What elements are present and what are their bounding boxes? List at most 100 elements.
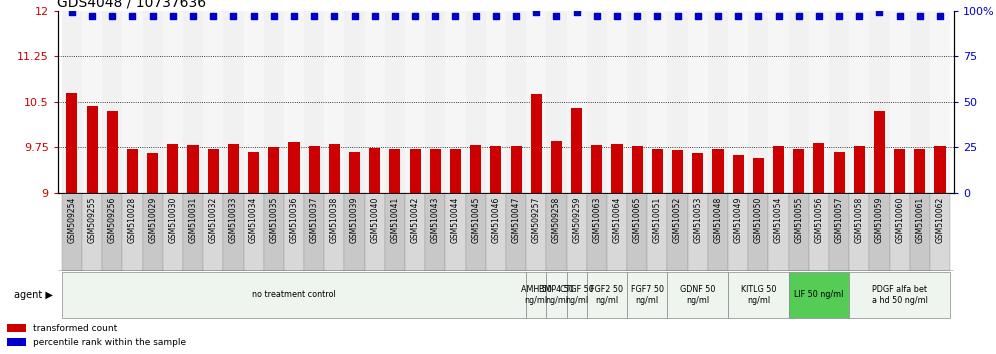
Bar [854, 145, 865, 193]
Bar [873, 111, 885, 193]
Point [165, 13, 181, 19]
Text: transformed count: transformed count [33, 324, 118, 333]
Text: GSM510047: GSM510047 [512, 197, 521, 243]
Bar [486, 11, 506, 193]
Bar [889, 193, 909, 271]
Text: GSM510045: GSM510045 [471, 197, 480, 243]
Bar [87, 106, 98, 193]
Text: GSM509254: GSM509254 [68, 197, 77, 243]
Bar [889, 11, 909, 193]
Point [387, 13, 403, 19]
Text: GSM510041: GSM510041 [390, 197, 399, 243]
Bar [365, 193, 384, 271]
Point [488, 13, 504, 19]
Bar [870, 11, 889, 193]
Bar [773, 146, 784, 193]
Bar [183, 193, 203, 271]
Point [124, 13, 140, 19]
Text: GSM510063: GSM510063 [593, 197, 602, 243]
Text: GSM510035: GSM510035 [269, 197, 278, 243]
Bar [445, 11, 465, 193]
Bar [429, 149, 441, 193]
Point [205, 13, 221, 19]
Point [508, 13, 524, 19]
Bar [814, 143, 825, 193]
Text: GSM510046: GSM510046 [491, 197, 500, 243]
Bar [672, 150, 683, 193]
Bar [789, 272, 850, 318]
Text: GSM510039: GSM510039 [350, 197, 359, 243]
Bar [405, 193, 425, 271]
Bar [728, 11, 748, 193]
Bar [284, 193, 304, 271]
Bar [909, 11, 930, 193]
Bar [329, 144, 340, 193]
Point [367, 13, 382, 19]
Text: GSM510065: GSM510065 [632, 197, 641, 243]
Bar [325, 193, 345, 271]
Text: GSM510051: GSM510051 [653, 197, 662, 243]
Bar [587, 11, 607, 193]
Text: GSM510031: GSM510031 [188, 197, 197, 243]
Bar [547, 193, 567, 271]
Bar [829, 11, 850, 193]
Point [609, 13, 624, 19]
Bar [425, 11, 445, 193]
Text: GDNF 50
ng/ml: GDNF 50 ng/ml [680, 285, 715, 305]
Bar [82, 11, 103, 193]
Bar [934, 145, 945, 193]
Point [225, 13, 241, 19]
Bar [228, 144, 239, 193]
Text: agent ▶: agent ▶ [14, 290, 53, 300]
Point [791, 13, 807, 19]
Point [629, 13, 645, 19]
Bar [325, 11, 345, 193]
Bar [123, 193, 142, 271]
Bar [203, 193, 223, 271]
Bar [268, 147, 279, 193]
Bar [147, 153, 158, 193]
Point [286, 13, 302, 19]
Bar [789, 11, 809, 193]
Text: GSM510050: GSM510050 [754, 197, 763, 243]
Point [427, 13, 443, 19]
Bar [647, 11, 667, 193]
Point [64, 10, 80, 15]
Bar [62, 11, 82, 193]
Bar [264, 193, 284, 271]
Point [710, 13, 726, 19]
Text: LIF 50 ng/ml: LIF 50 ng/ml [794, 290, 844, 299]
Text: GSM510056: GSM510056 [815, 197, 824, 243]
Bar [309, 145, 320, 193]
Point [690, 13, 706, 19]
Bar [748, 193, 769, 271]
Bar [793, 149, 804, 193]
Bar [103, 193, 123, 271]
Text: GSM510036: GSM510036 [290, 197, 299, 243]
Point [932, 13, 948, 19]
Text: GSM510032: GSM510032 [209, 197, 218, 243]
Bar [384, 11, 405, 193]
Bar [769, 11, 789, 193]
Point [872, 10, 887, 15]
Bar [708, 193, 728, 271]
Bar [107, 111, 118, 193]
Point [912, 13, 928, 19]
Bar [345, 193, 365, 271]
Bar [930, 193, 950, 271]
Point [185, 13, 201, 19]
Text: KITLG 50
ng/ml: KITLG 50 ng/ml [741, 285, 776, 305]
Bar [733, 155, 744, 193]
Bar [425, 193, 445, 271]
Text: FGF2 50
ng/ml: FGF2 50 ng/ml [591, 285, 623, 305]
Text: GSM510042: GSM510042 [410, 197, 419, 243]
Bar [365, 11, 384, 193]
Bar [506, 11, 526, 193]
Text: no treatment control: no treatment control [252, 290, 336, 299]
Bar [627, 272, 667, 318]
Text: BMP4 50
ng/ml: BMP4 50 ng/ml [539, 285, 574, 305]
Bar [389, 149, 400, 193]
Text: GSM510054: GSM510054 [774, 197, 783, 243]
Text: AMH 50
ng/ml: AMH 50 ng/ml [521, 285, 552, 305]
Point [771, 13, 787, 19]
